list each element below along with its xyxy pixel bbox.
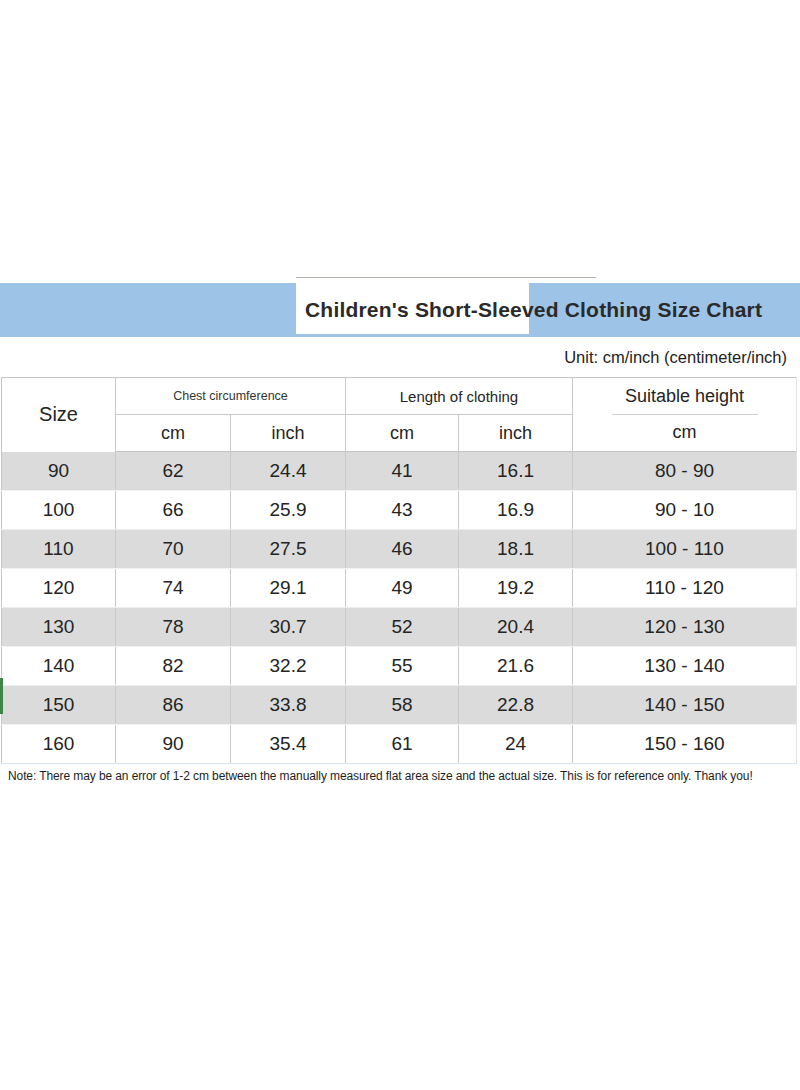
table-cell: 30.7 (231, 608, 346, 647)
table-cell: 24 (459, 725, 573, 764)
table-row: 100 66 25.9 43 16.9 90 - 10 (2, 491, 797, 530)
page-title: Children's Short-Sleeved Clothing Size C… (305, 283, 762, 337)
header-length-of-clothing: Length of clothing (346, 378, 573, 415)
table-body: 90 62 24.4 41 16.1 80 - 90 100 66 25.9 4… (2, 452, 797, 764)
size-chart-table: Size Chest circumference Length of cloth… (1, 377, 797, 764)
header-chest-circumference: Chest circumference (116, 378, 346, 415)
size-chart-page: Children's Short-Sleeved Clothing Size C… (0, 0, 800, 1090)
table-cell: 110 - 120 (573, 569, 797, 608)
table-cell: 29.1 (231, 569, 346, 608)
table-cell: 120 - 130 (573, 608, 797, 647)
table-row: 90 62 24.4 41 16.1 80 - 90 (2, 452, 797, 491)
header-height-cm: cm (573, 415, 797, 452)
table-cell: 66 (116, 491, 231, 530)
table-cell: 25.9 (231, 491, 346, 530)
table-cell: 33.8 (231, 686, 346, 725)
table-cell: 58 (346, 686, 459, 725)
header-group-row: Size Chest circumference Length of cloth… (2, 378, 797, 415)
table-cell: 90 (2, 452, 116, 491)
header-sub-row: cm inch cm inch cm (2, 415, 797, 452)
table-cell: 130 - 140 (573, 647, 797, 686)
table-row: 130 78 30.7 52 20.4 120 - 130 (2, 608, 797, 647)
table-cell: 78 (116, 608, 231, 647)
header-length-inch: inch (459, 415, 573, 452)
table-cell: 90 - 10 (573, 491, 797, 530)
header-size: Size (2, 378, 116, 452)
table-cell: 100 - 110 (573, 530, 797, 569)
table-cell: 70 (116, 530, 231, 569)
header-chest-inch: inch (231, 415, 346, 452)
table-cell: 86 (116, 686, 231, 725)
header-length-cm: cm (346, 415, 459, 452)
table-cell: 150 - 160 (573, 725, 797, 764)
table-cell: 74 (116, 569, 231, 608)
note-text: Note: There may be an error of 1-2 cm be… (8, 769, 794, 783)
table-cell: 18.1 (459, 530, 573, 569)
table-header: Size Chest circumference Length of cloth… (2, 378, 797, 452)
table-cell: 110 (2, 530, 116, 569)
table-cell: 46 (346, 530, 459, 569)
table-row: 120 74 29.1 49 19.2 110 - 120 (2, 569, 797, 608)
table-cell: 32.2 (231, 647, 346, 686)
table-cell: 90 (116, 725, 231, 764)
table-cell: 24.4 (231, 452, 346, 491)
unit-label: Unit: cm/inch (centimeter/inch) (0, 337, 800, 377)
table-cell: 130 (2, 608, 116, 647)
table-cell: 52 (346, 608, 459, 647)
table-row: 140 82 32.2 55 21.6 130 - 140 (2, 647, 797, 686)
table-cell: 100 (2, 491, 116, 530)
table-cell: 27.5 (231, 530, 346, 569)
table-cell: 21.6 (459, 647, 573, 686)
table-cell: 43 (346, 491, 459, 530)
table-cell: 35.4 (231, 725, 346, 764)
table-row: 150 86 33.8 58 22.8 140 - 150 (2, 686, 797, 725)
table-cell: 80 - 90 (573, 452, 797, 491)
table-cell: 49 (346, 569, 459, 608)
table-cell: 150 (2, 686, 116, 725)
table-cell: 61 (346, 725, 459, 764)
table-row: 160 90 35.4 61 24 150 - 160 (2, 725, 797, 764)
table-cell: 22.8 (459, 686, 573, 725)
table-cell: 19.2 (459, 569, 573, 608)
table-cell: 160 (2, 725, 116, 764)
header-suitable-height: Suitable height (573, 378, 797, 415)
table-cell: 62 (116, 452, 231, 491)
table-row: 110 70 27.5 46 18.1 100 - 110 (2, 530, 797, 569)
table-cell: 20.4 (459, 608, 573, 647)
table-cell: 16.9 (459, 491, 573, 530)
table-cell: 82 (116, 647, 231, 686)
header-chest-cm: cm (116, 415, 231, 452)
green-accent-strip (0, 678, 3, 714)
table-cell: 140 (2, 647, 116, 686)
table-cell: 55 (346, 647, 459, 686)
table-cell: 120 (2, 569, 116, 608)
table-cell: 140 - 150 (573, 686, 797, 725)
table-cell: 41 (346, 452, 459, 491)
table-cell: 16.1 (459, 452, 573, 491)
